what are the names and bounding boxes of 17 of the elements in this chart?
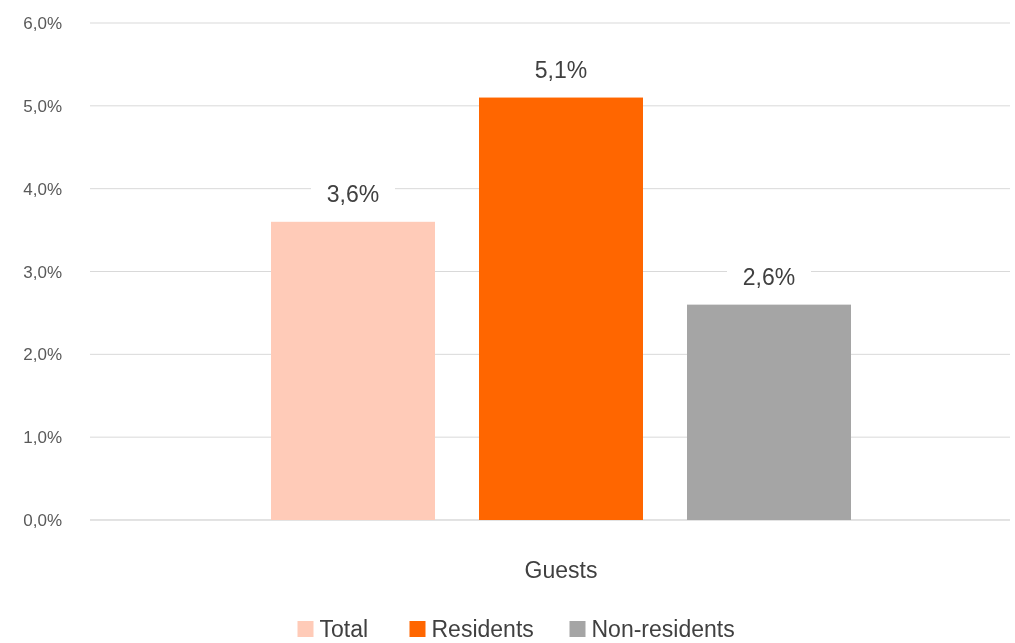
legend-label: Total [319, 616, 369, 642]
bar [271, 221, 435, 520]
legend-label: Residents [431, 616, 534, 642]
data-label: 2,6% [742, 263, 796, 290]
y-tick-label: 6,0% [23, 14, 62, 33]
y-tick-label: 3,0% [23, 262, 62, 282]
data-label: 3,6% [326, 180, 380, 207]
y-tick-label: 5,0% [23, 96, 62, 116]
y-tick-label: 4,0% [23, 179, 62, 199]
data-label: 5,1% [534, 56, 588, 83]
y-tick-label: 2,0% [23, 345, 62, 365]
y-tick-label: 1,0% [23, 428, 62, 448]
bar [687, 304, 851, 520]
legend-label: Non-residents [591, 616, 735, 642]
bar [479, 97, 643, 520]
y-tick-label: 0,0% [23, 511, 62, 530]
x-tick-label: Guests [524, 557, 598, 583]
